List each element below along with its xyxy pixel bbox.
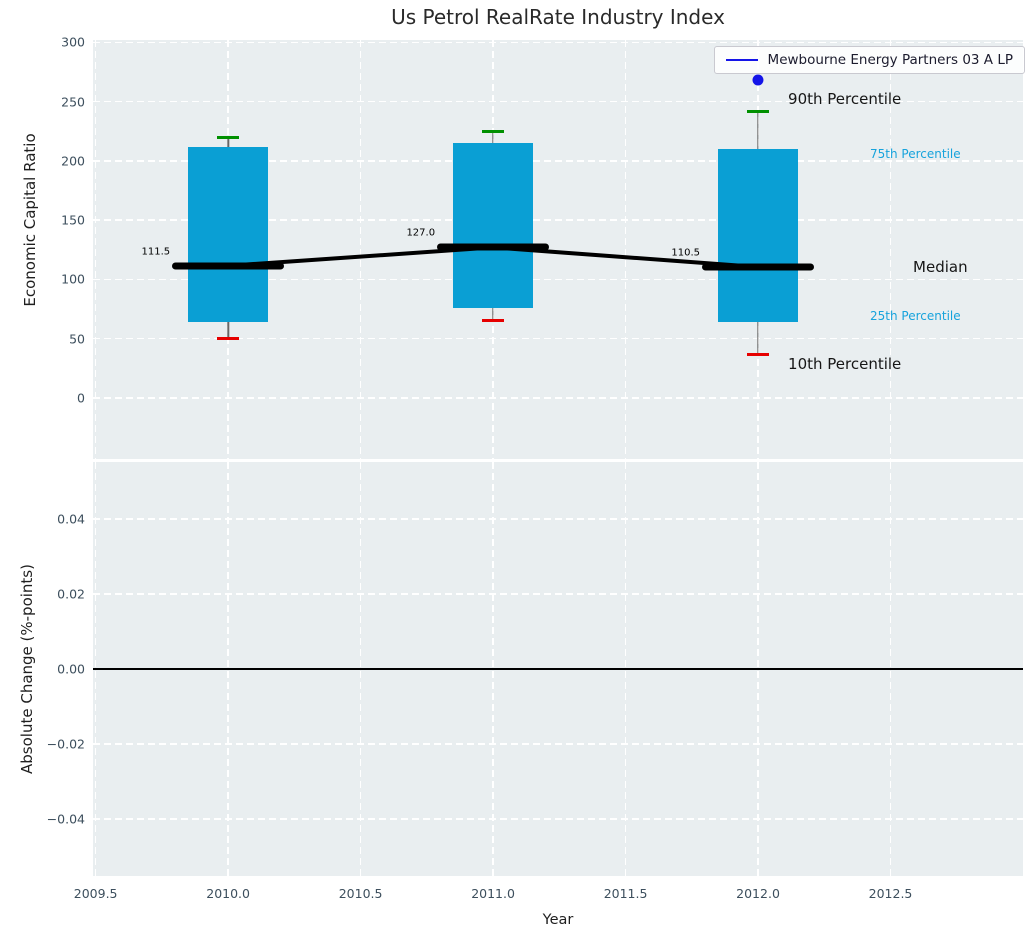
top-plot-panel: 111.5 127.0 110.5 bbox=[93, 40, 1023, 459]
gridline-horizontal bbox=[93, 518, 1023, 520]
p10-cap bbox=[217, 337, 240, 341]
legend: Mewbourne Energy Partners 03 A LP bbox=[713, 46, 1025, 74]
top-y-tick-label: 0 bbox=[77, 390, 85, 406]
median-value-annotation: 127.0 bbox=[406, 227, 436, 239]
gridline-horizontal bbox=[93, 100, 1023, 103]
top-y-tick-label: 300 bbox=[61, 34, 85, 50]
top-y-tick-label: 150 bbox=[61, 212, 85, 228]
bottom-y-tick-label: −0.02 bbox=[46, 736, 85, 752]
gridline-vertical bbox=[624, 40, 627, 459]
median-value-annotation: 110.5 bbox=[671, 247, 701, 259]
p90-cap bbox=[482, 129, 505, 133]
legend-line-icon bbox=[725, 58, 758, 62]
percentile-box bbox=[188, 146, 269, 323]
top-y-tick-label: 50 bbox=[69, 331, 85, 347]
gridline-horizontal bbox=[93, 397, 1023, 399]
x-tick-label: 2010.5 bbox=[338, 886, 383, 901]
gridline-horizontal bbox=[93, 818, 1023, 820]
p10-cap bbox=[747, 352, 770, 356]
median-segment bbox=[702, 263, 815, 271]
gridline-vertical bbox=[94, 40, 97, 459]
percentile-box bbox=[718, 149, 799, 323]
median-segment bbox=[437, 243, 550, 251]
median-segment bbox=[172, 262, 285, 270]
x-tick-label: 2012.5 bbox=[868, 886, 913, 901]
x-tick-label: 2011.5 bbox=[603, 886, 648, 901]
x-tick-label: 2011.0 bbox=[471, 886, 515, 901]
legend-label: Mewbourne Energy Partners 03 A LP bbox=[767, 52, 1013, 68]
median-value-annotation: 111.5 bbox=[141, 246, 171, 258]
zero-line bbox=[93, 668, 1023, 670]
top-y-tick-label: 200 bbox=[61, 153, 85, 169]
bottom-plot-panel bbox=[93, 462, 1023, 876]
company-point bbox=[752, 74, 764, 86]
p10-label: 10th Percentile bbox=[788, 355, 902, 374]
gridline-horizontal bbox=[93, 160, 1023, 162]
p90-label: 90th Percentile bbox=[788, 90, 902, 109]
percentile-box bbox=[453, 143, 534, 308]
median-label: Median bbox=[913, 257, 968, 276]
p90-cap bbox=[747, 109, 770, 113]
x-tick-label: 2010.0 bbox=[206, 886, 250, 901]
gridline-horizontal bbox=[93, 219, 1023, 221]
bottom-y-tick-label: 0.04 bbox=[57, 511, 85, 527]
bottom-y-tick-label: −0.04 bbox=[46, 811, 85, 827]
top-y-tick-label: 100 bbox=[61, 271, 85, 287]
gridline-horizontal bbox=[93, 743, 1023, 745]
bottom-y-tick-label: 0.02 bbox=[57, 586, 85, 602]
x-tick-label: 2012.0 bbox=[736, 886, 780, 901]
p25-label: 25th Percentile bbox=[870, 309, 961, 324]
p10-cap bbox=[482, 319, 505, 323]
gridline-horizontal bbox=[93, 278, 1023, 281]
gridline-horizontal bbox=[93, 41, 1023, 44]
p75-label: 75th Percentile bbox=[870, 147, 961, 162]
bottom-y-tick-label: 0.00 bbox=[57, 661, 85, 677]
gridline-horizontal bbox=[93, 593, 1023, 595]
p90-cap bbox=[217, 135, 240, 139]
gridline-vertical bbox=[359, 40, 362, 459]
x-axis-label: Year bbox=[542, 912, 574, 928]
top-y-tick-label: 250 bbox=[61, 94, 85, 110]
gridline-horizontal bbox=[93, 337, 1023, 340]
x-tick-label: 2009.5 bbox=[73, 886, 118, 901]
chart-title: Us Petrol RealRate Industry Index bbox=[391, 5, 725, 29]
gridline-vertical bbox=[889, 40, 892, 459]
